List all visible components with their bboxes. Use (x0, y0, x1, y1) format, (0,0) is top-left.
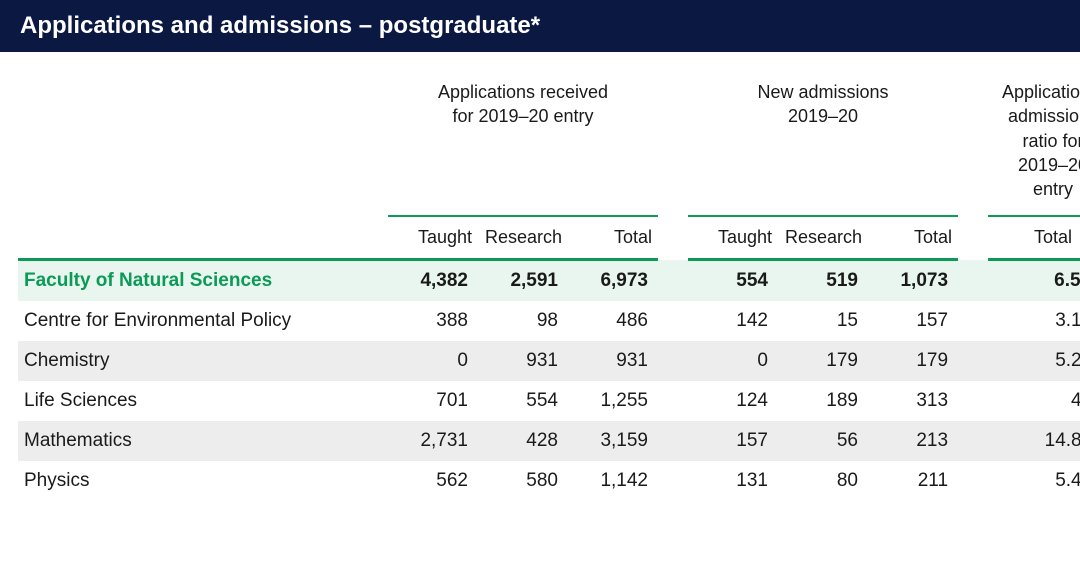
cell-adm-taught: 0 (688, 341, 778, 381)
group-header-apps-label: Applications receivedfor 2019–20 entry (438, 82, 608, 126)
cell-apps-taught: 388 (388, 301, 478, 341)
cell-ratio: 5.2 : 1 (988, 341, 1080, 381)
cell-adm-total: 157 (868, 301, 958, 341)
gap-cell (658, 260, 688, 302)
subheader-adm-taught: Taught (688, 216, 778, 260)
blank-subheader (18, 216, 388, 260)
cell-adm-taught: 157 (688, 421, 778, 461)
cell-adm-taught: 142 (688, 301, 778, 341)
table-row: Chemistry093193101791795.2 : 1 (18, 341, 1080, 381)
row-label: Chemistry (18, 341, 388, 381)
sub-header-row: Taught Research Total Taught Research To… (18, 216, 1080, 260)
subheader-adm-research: Research (778, 216, 868, 260)
row-label: Mathematics (18, 421, 388, 461)
gap-cell (958, 341, 988, 381)
cell-adm-taught: 124 (688, 381, 778, 421)
table-row: Mathematics2,7314283,159 15756213 14.8 : 1 (18, 421, 1080, 461)
cell-apps-taught: 0 (388, 341, 478, 381)
table-row: Centre for Environmental Policy38898486 1… (18, 301, 1080, 341)
gap-header (658, 62, 688, 216)
blank-header (18, 62, 388, 216)
cell-apps-taught: 2,731 (388, 421, 478, 461)
table-container: Applications receivedfor 2019–20 entry N… (0, 52, 1080, 501)
group-header-row: Applications receivedfor 2019–20 entry N… (18, 62, 1080, 216)
row-label: Physics (18, 461, 388, 501)
gap-cell (958, 260, 988, 302)
cell-apps-total: 6,973 (568, 260, 658, 302)
gap-cell (658, 341, 688, 381)
cell-adm-research: 80 (778, 461, 868, 501)
group-header-apps: Applications receivedfor 2019–20 entry (388, 62, 658, 216)
cell-adm-taught: 554 (688, 260, 778, 302)
cell-adm-total: 211 (868, 461, 958, 501)
cell-ratio: 4 : 1 (988, 381, 1080, 421)
cell-apps-total: 1,142 (568, 461, 658, 501)
cell-apps-total: 931 (568, 341, 658, 381)
gap-cell (658, 381, 688, 421)
group-header-ratio: Applications:admissionsratio for2019–20e… (988, 62, 1080, 216)
gap-cell (958, 421, 988, 461)
cell-ratio: 14.8 : 1 (988, 421, 1080, 461)
table-body: Faculty of Natural Sciences4,3822,5916,9… (18, 260, 1080, 502)
cell-ratio: 6.5 : 1 (988, 260, 1080, 302)
group-header-admissions-label: New admissions2019–20 (757, 82, 888, 126)
group-header-admissions: New admissions2019–20 (688, 62, 958, 216)
subheader-apps-research: Research (478, 216, 568, 260)
cell-apps-research: 931 (478, 341, 568, 381)
cell-apps-total: 3,159 (568, 421, 658, 461)
cell-ratio: 5.4 : 1 (988, 461, 1080, 501)
gap-cell (658, 421, 688, 461)
admissions-table: Applications receivedfor 2019–20 entry N… (18, 62, 1080, 501)
cell-apps-total: 486 (568, 301, 658, 341)
cell-adm-total: 313 (868, 381, 958, 421)
cell-apps-research: 554 (478, 381, 568, 421)
table-row: Faculty of Natural Sciences4,3822,5916,9… (18, 260, 1080, 302)
gap-cell (958, 461, 988, 501)
gap-cell (658, 461, 688, 501)
row-label: Life Sciences (18, 381, 388, 421)
table-row: Life Sciences7015541,255 124189313 4 : 1 (18, 381, 1080, 421)
gap-cell (958, 301, 988, 341)
subheader-adm-total: Total (868, 216, 958, 260)
gap-subheader (958, 216, 988, 260)
cell-adm-research: 519 (778, 260, 868, 302)
cell-apps-research: 98 (478, 301, 568, 341)
cell-adm-research: 56 (778, 421, 868, 461)
cell-adm-research: 15 (778, 301, 868, 341)
cell-adm-taught: 131 (688, 461, 778, 501)
page-title-bar: Applications and admissions – postgradua… (0, 0, 1080, 52)
row-label: Faculty of Natural Sciences (18, 260, 388, 302)
subheader-ratio-total: Total (988, 216, 1080, 260)
group-header-ratio-label: Applications:admissionsratio for2019–20e… (1002, 82, 1080, 199)
gap-subheader (658, 216, 688, 260)
cell-apps-taught: 701 (388, 381, 478, 421)
cell-adm-research: 189 (778, 381, 868, 421)
row-label: Centre for Environmental Policy (18, 301, 388, 341)
cell-apps-total: 1,255 (568, 381, 658, 421)
cell-apps-research: 580 (478, 461, 568, 501)
cell-apps-taught: 562 (388, 461, 478, 501)
subheader-apps-total: Total (568, 216, 658, 260)
cell-adm-total: 179 (868, 341, 958, 381)
cell-ratio: 3.1 : 1 (988, 301, 1080, 341)
cell-adm-total: 213 (868, 421, 958, 461)
table-row: Physics5625801,142 13180211 5.4 : 1 (18, 461, 1080, 501)
cell-apps-taught: 4,382 (388, 260, 478, 302)
cell-adm-total: 1,073 (868, 260, 958, 302)
gap-header (958, 62, 988, 216)
page-title: Applications and admissions – postgradua… (20, 12, 540, 39)
subheader-apps-taught: Taught (388, 216, 478, 260)
cell-adm-research: 179 (778, 341, 868, 381)
cell-apps-research: 2,591 (478, 260, 568, 302)
cell-apps-research: 428 (478, 421, 568, 461)
gap-cell (658, 301, 688, 341)
gap-cell (958, 381, 988, 421)
